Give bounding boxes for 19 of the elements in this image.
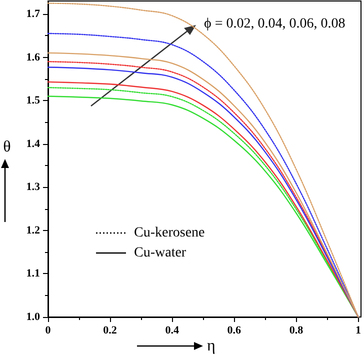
x-tick-label: 0.8 xyxy=(289,324,304,336)
x-tick-label: 0.4 xyxy=(165,324,180,336)
x-tick-label: 0 xyxy=(45,324,52,336)
y-tick-label: 1.3 xyxy=(26,181,40,194)
y-tick-label: 1.7 xyxy=(26,8,40,20)
y-tick-label: 1.6 xyxy=(26,51,40,64)
annotation: ϕ = 0.02, 0.04, 0.06, 0.08 xyxy=(204,16,346,32)
annotation: Cu-water xyxy=(134,246,186,260)
x-tick-label: 0.6 xyxy=(227,324,242,336)
y-tick-label: 1.0 xyxy=(26,311,40,323)
x-tick-label: 0.2 xyxy=(103,324,118,336)
y-axis-title: θ xyxy=(3,138,11,156)
x-tick-label: 1 xyxy=(356,324,361,336)
y-tick-label: 1.4 xyxy=(26,138,40,150)
annotation: Cu-kerosene xyxy=(134,226,205,240)
y-tick-label: 1.1 xyxy=(26,268,40,280)
x-axis-title: η xyxy=(207,338,216,354)
y-tick-label: 1.5 xyxy=(26,94,40,107)
y-tick-label: 1.2 xyxy=(26,224,40,236)
